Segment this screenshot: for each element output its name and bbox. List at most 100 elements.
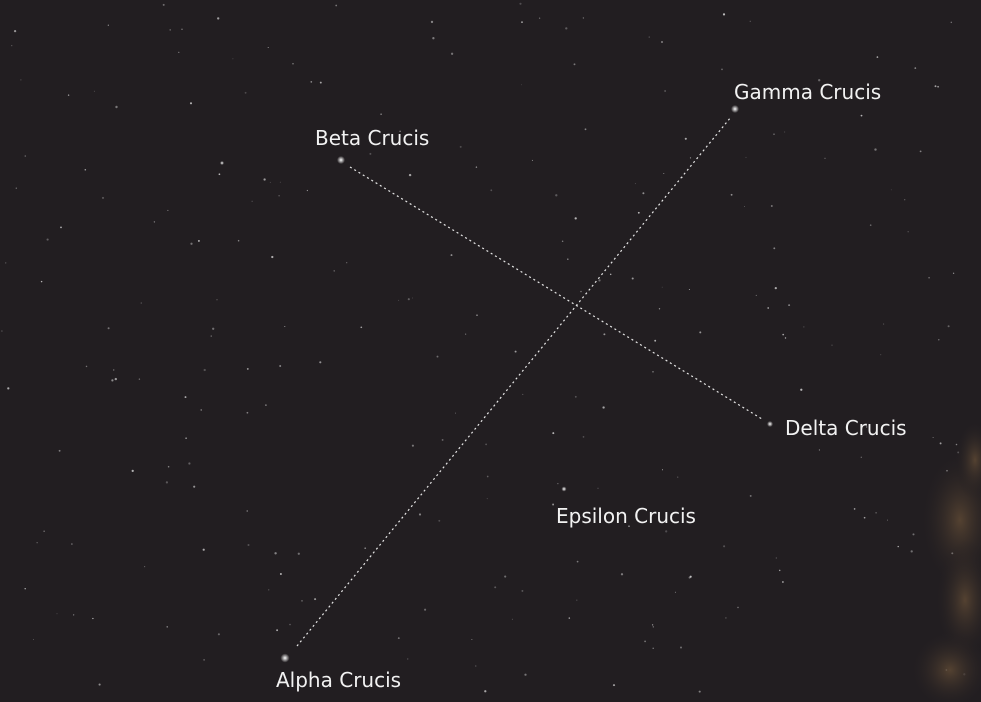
faint-star xyxy=(951,22,952,23)
faint-star xyxy=(487,498,488,499)
faint-star xyxy=(346,262,347,263)
faint-star xyxy=(487,476,489,478)
faint-star xyxy=(85,169,87,171)
faint-star xyxy=(217,17,219,19)
faint-star xyxy=(360,326,362,328)
faint-star xyxy=(1,330,3,332)
faint-star xyxy=(803,326,804,327)
faint-star xyxy=(334,270,335,271)
faint-star xyxy=(574,63,576,65)
faint-star xyxy=(555,194,557,196)
faint-star xyxy=(552,432,554,434)
faint-star xyxy=(407,658,408,659)
faint-star xyxy=(583,436,585,438)
faint-star xyxy=(451,254,453,256)
faint-star xyxy=(102,197,104,199)
faint-star xyxy=(940,442,942,444)
faint-star xyxy=(664,90,666,92)
background xyxy=(0,0,981,702)
star xyxy=(337,156,345,164)
faint-star xyxy=(911,550,913,552)
faint-star xyxy=(576,600,577,601)
faint-star xyxy=(73,614,74,615)
faint-star xyxy=(185,396,187,398)
faint-star xyxy=(522,394,523,395)
faint-star xyxy=(412,298,413,299)
faint-star xyxy=(775,287,777,289)
faint-star xyxy=(756,295,757,296)
faint-star xyxy=(71,543,73,545)
faint-star xyxy=(280,182,281,183)
faint-star xyxy=(424,609,426,611)
faint-star xyxy=(908,231,909,232)
faint-star xyxy=(661,41,663,43)
faint-star xyxy=(276,629,278,631)
faint-star xyxy=(216,299,217,300)
faint-star xyxy=(310,81,312,83)
faint-star xyxy=(580,291,582,293)
faint-star xyxy=(409,174,411,176)
faint-star xyxy=(699,691,701,693)
star xyxy=(220,161,224,165)
faint-star xyxy=(247,412,249,414)
faint-star xyxy=(602,406,604,408)
faint-star xyxy=(204,369,206,371)
faint-star xyxy=(644,641,646,643)
faint-star xyxy=(745,157,746,158)
faint-star xyxy=(319,361,321,363)
faint-star xyxy=(476,314,478,316)
faint-star xyxy=(167,210,168,211)
faint-star xyxy=(408,298,410,300)
faint-star xyxy=(270,182,271,183)
faint-star xyxy=(5,262,6,263)
faint-star xyxy=(307,190,308,191)
faint-star xyxy=(699,331,701,333)
faint-star xyxy=(451,53,453,55)
faint-star xyxy=(167,626,168,627)
faint-star xyxy=(154,221,155,222)
faint-star xyxy=(212,328,214,330)
star xyxy=(562,487,567,492)
faint-star xyxy=(610,274,611,275)
faint-star xyxy=(280,573,282,575)
faint-star xyxy=(569,617,570,618)
faint-star xyxy=(539,18,540,19)
faint-star xyxy=(779,570,781,572)
faint-star xyxy=(442,439,444,441)
faint-star xyxy=(203,549,205,551)
faint-star xyxy=(800,389,802,391)
faint-star xyxy=(41,281,42,282)
star xyxy=(731,105,739,113)
faint-star xyxy=(108,25,109,26)
faint-star xyxy=(211,336,212,337)
faint-star xyxy=(562,241,564,243)
faint-star xyxy=(504,576,506,578)
faint-star xyxy=(652,371,654,373)
faint-star xyxy=(663,173,664,174)
faint-star xyxy=(750,495,752,497)
faint-star xyxy=(190,102,192,104)
faint-star xyxy=(181,29,182,30)
faint-star xyxy=(412,445,414,447)
faint-star xyxy=(898,546,899,547)
faint-star xyxy=(198,240,200,242)
faint-star xyxy=(521,21,523,23)
faint-star xyxy=(485,444,487,446)
faint-star xyxy=(25,155,27,157)
faint-star xyxy=(552,504,554,506)
faint-star xyxy=(928,277,930,279)
faint-star xyxy=(937,86,939,88)
faint-star xyxy=(782,581,784,583)
faint-star xyxy=(86,366,88,368)
faint-star xyxy=(245,92,247,94)
faint-star xyxy=(57,613,58,614)
faint-star xyxy=(575,217,577,219)
faint-star xyxy=(115,106,117,108)
faint-star xyxy=(292,63,293,64)
faint-star xyxy=(11,45,12,46)
faint-star xyxy=(914,67,916,69)
faint-star xyxy=(455,413,456,414)
faint-star xyxy=(16,188,17,189)
faint-star xyxy=(920,150,922,152)
faint-star xyxy=(577,561,579,563)
